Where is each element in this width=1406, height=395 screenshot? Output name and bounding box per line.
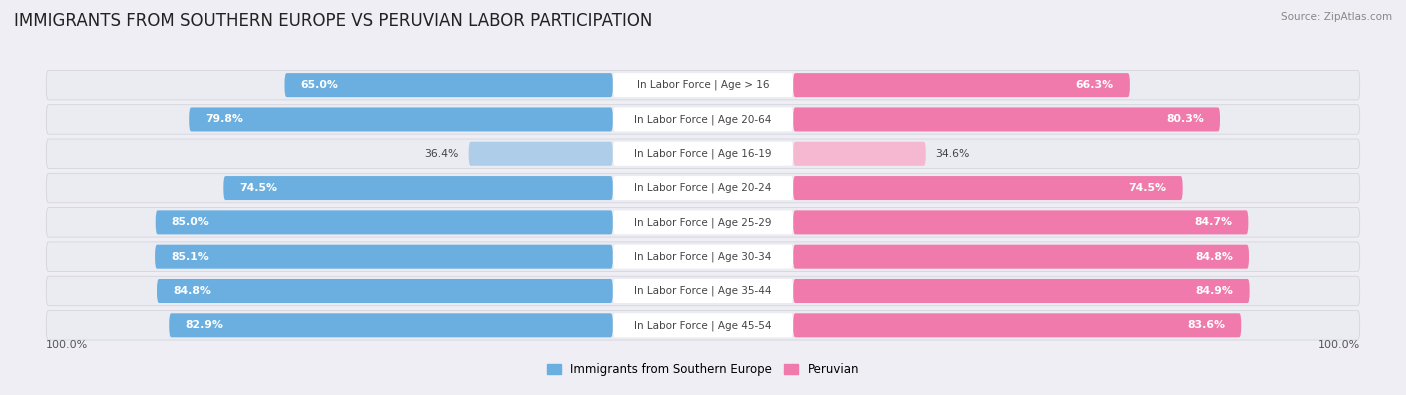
FancyBboxPatch shape — [613, 211, 793, 234]
FancyBboxPatch shape — [169, 313, 613, 337]
FancyBboxPatch shape — [793, 142, 925, 166]
Text: 82.9%: 82.9% — [186, 320, 224, 330]
FancyBboxPatch shape — [46, 105, 1360, 134]
FancyBboxPatch shape — [613, 142, 793, 166]
FancyBboxPatch shape — [46, 70, 1360, 100]
Text: 100.0%: 100.0% — [46, 340, 89, 350]
Text: In Labor Force | Age 16-19: In Labor Force | Age 16-19 — [634, 149, 772, 159]
Text: 65.0%: 65.0% — [301, 80, 339, 90]
FancyBboxPatch shape — [613, 313, 793, 337]
FancyBboxPatch shape — [157, 279, 613, 303]
Text: 79.8%: 79.8% — [205, 115, 243, 124]
FancyBboxPatch shape — [468, 142, 613, 166]
Text: 85.1%: 85.1% — [172, 252, 209, 261]
Text: 83.6%: 83.6% — [1187, 320, 1225, 330]
Text: 84.8%: 84.8% — [1195, 252, 1233, 261]
FancyBboxPatch shape — [284, 73, 613, 97]
FancyBboxPatch shape — [155, 245, 613, 269]
Text: 84.7%: 84.7% — [1194, 217, 1232, 228]
Text: In Labor Force | Age 20-24: In Labor Force | Age 20-24 — [634, 183, 772, 193]
FancyBboxPatch shape — [224, 176, 613, 200]
Text: 34.6%: 34.6% — [935, 149, 970, 159]
Text: In Labor Force | Age 20-64: In Labor Force | Age 20-64 — [634, 114, 772, 125]
FancyBboxPatch shape — [156, 211, 613, 234]
Text: 84.8%: 84.8% — [173, 286, 211, 296]
Text: 84.9%: 84.9% — [1195, 286, 1233, 296]
FancyBboxPatch shape — [46, 173, 1360, 203]
FancyBboxPatch shape — [46, 242, 1360, 271]
Text: 100.0%: 100.0% — [1317, 340, 1360, 350]
FancyBboxPatch shape — [793, 245, 1249, 269]
Text: Source: ZipAtlas.com: Source: ZipAtlas.com — [1281, 12, 1392, 22]
Text: In Labor Force | Age 30-34: In Labor Force | Age 30-34 — [634, 252, 772, 262]
Legend: Immigrants from Southern Europe, Peruvian: Immigrants from Southern Europe, Peruvia… — [543, 358, 863, 381]
Text: 74.5%: 74.5% — [239, 183, 277, 193]
FancyBboxPatch shape — [46, 139, 1360, 169]
Text: 85.0%: 85.0% — [172, 217, 209, 228]
FancyBboxPatch shape — [613, 73, 793, 97]
FancyBboxPatch shape — [190, 107, 613, 132]
FancyBboxPatch shape — [46, 310, 1360, 340]
Text: IMMIGRANTS FROM SOUTHERN EUROPE VS PERUVIAN LABOR PARTICIPATION: IMMIGRANTS FROM SOUTHERN EUROPE VS PERUV… — [14, 12, 652, 30]
FancyBboxPatch shape — [793, 73, 1130, 97]
Text: In Labor Force | Age 35-44: In Labor Force | Age 35-44 — [634, 286, 772, 296]
FancyBboxPatch shape — [46, 208, 1360, 237]
FancyBboxPatch shape — [793, 176, 1182, 200]
Text: 80.3%: 80.3% — [1166, 115, 1204, 124]
Text: 36.4%: 36.4% — [425, 149, 458, 159]
FancyBboxPatch shape — [46, 276, 1360, 306]
Text: 66.3%: 66.3% — [1076, 80, 1114, 90]
Text: In Labor Force | Age 45-54: In Labor Force | Age 45-54 — [634, 320, 772, 331]
FancyBboxPatch shape — [613, 107, 793, 132]
FancyBboxPatch shape — [793, 211, 1249, 234]
FancyBboxPatch shape — [613, 245, 793, 269]
Text: In Labor Force | Age 25-29: In Labor Force | Age 25-29 — [634, 217, 772, 228]
Text: 74.5%: 74.5% — [1129, 183, 1167, 193]
FancyBboxPatch shape — [613, 279, 793, 303]
FancyBboxPatch shape — [793, 107, 1220, 132]
Text: In Labor Force | Age > 16: In Labor Force | Age > 16 — [637, 80, 769, 90]
FancyBboxPatch shape — [613, 176, 793, 200]
FancyBboxPatch shape — [793, 313, 1241, 337]
FancyBboxPatch shape — [793, 279, 1250, 303]
